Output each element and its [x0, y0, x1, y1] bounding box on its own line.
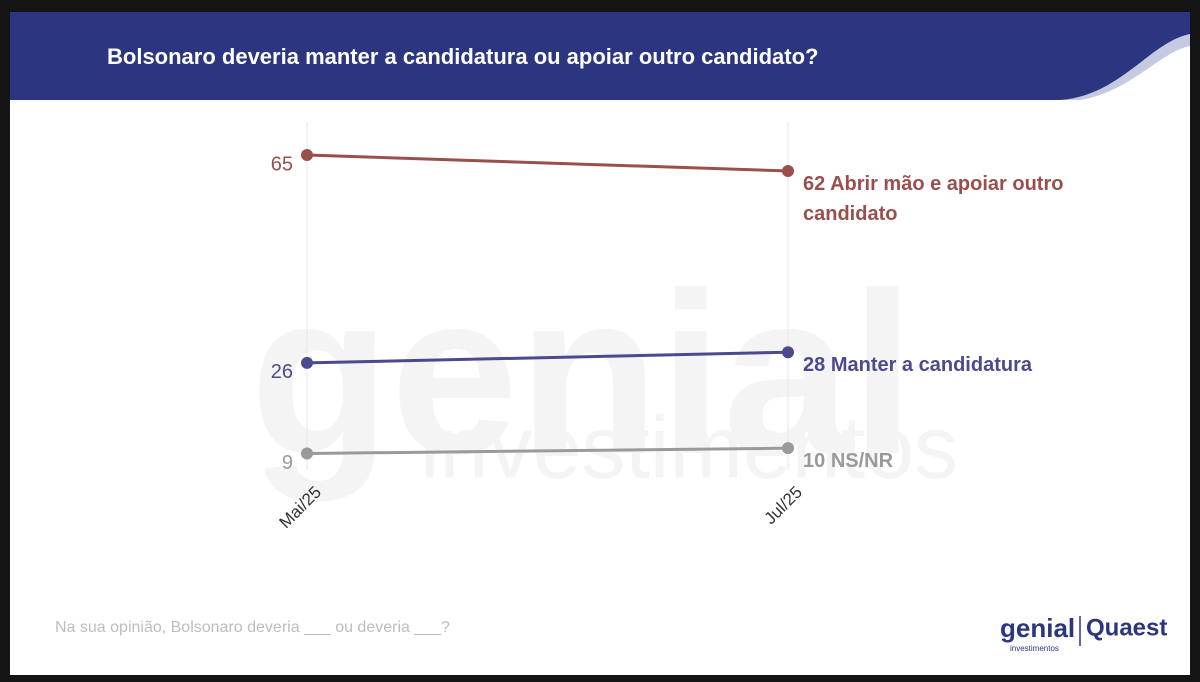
series-line: [306, 153, 789, 173]
end-value: 10: [803, 450, 826, 473]
start-label: 65: [271, 153, 293, 175]
series-name: Abrir mão e apoiar outro candidato: [803, 173, 1064, 225]
series-name: NS/NR: [830, 450, 894, 473]
series-name: Manter a candidatura: [830, 354, 1032, 377]
watermark-sub: investimentos: [420, 397, 958, 496]
end-value: 62: [803, 173, 826, 195]
end-value: 28: [803, 354, 826, 377]
series-line: [306, 446, 789, 456]
point: [301, 447, 313, 460]
card: Bolsonaro deveria manter a candidatura o…: [10, 12, 1190, 675]
chart: Bolsonaro deveria manter a candidatura o…: [10, 12, 1190, 653]
point: [782, 442, 794, 455]
header-band: [10, 12, 1190, 100]
watermark-brand: genial: [250, 245, 915, 502]
logo-quaest: Quaest: [1086, 614, 1167, 641]
end-label: 62 Abrir mão e apoiar outro candidato: [803, 169, 1073, 229]
end-label: 10 NS/NR: [803, 446, 1073, 476]
header-accent: [1060, 34, 1190, 100]
point: [301, 149, 313, 162]
series-line: [306, 350, 789, 365]
start-label: 26: [271, 361, 293, 383]
end-label: 28 Manter a candidatura: [803, 350, 1073, 380]
footnote: Na sua opinião, Bolsonaro deveria ___ ou…: [55, 619, 450, 636]
point: [782, 165, 794, 178]
logo-genial: genial: [1000, 613, 1075, 643]
point: [782, 346, 794, 359]
start-label: 9: [282, 452, 293, 474]
chart-title: Bolsonaro deveria manter a candidatura o…: [107, 44, 818, 69]
logo-genial-sub: investimentos: [1010, 644, 1059, 653]
point: [301, 356, 313, 369]
